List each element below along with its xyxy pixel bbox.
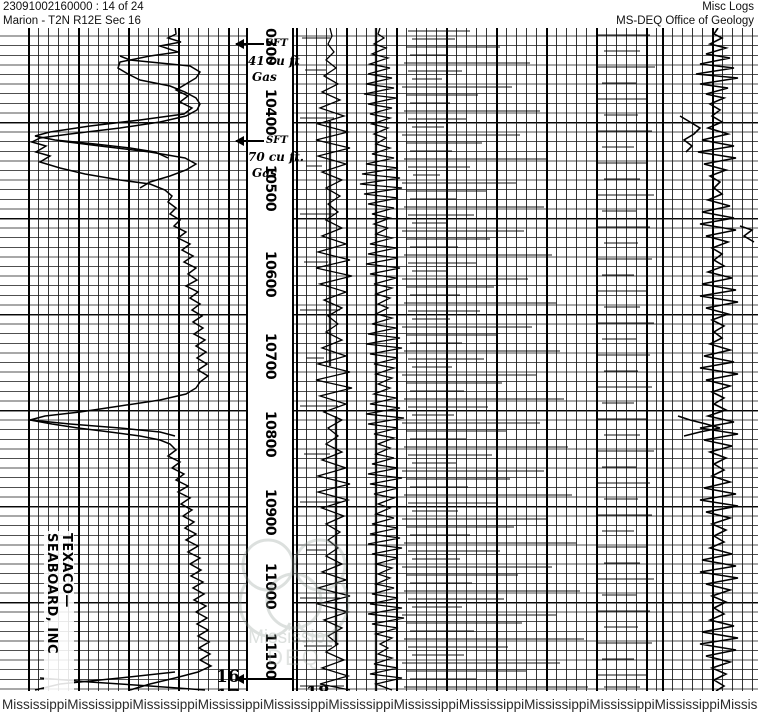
watermark-word: Mississippi: [67, 697, 133, 712]
annotation-gas-volume-1: 41 cu ft: [248, 54, 300, 68]
annotation-marker-sft-1: SFT: [266, 38, 288, 49]
track2-vgrid-fine: [296, 26, 660, 691]
watermark-word: Mississippi: [393, 697, 459, 712]
watermark-text-strip: Mississippi Mississippi Mississippi Miss…: [0, 694, 758, 715]
annotation-gas-volume-2: 70 cu ft.: [248, 150, 304, 164]
annotation-arrow-2: [235, 136, 264, 146]
bottom-number-16: 16: [216, 667, 240, 687]
depth-label: 10600: [262, 250, 278, 298]
depth-label: 10400: [262, 88, 278, 136]
depth-label: 11100: [262, 632, 278, 680]
watermark-word: Mississippi: [524, 697, 590, 712]
annotation-marker-sft-2: SFT: [266, 135, 288, 146]
annotation-arrow-1: [235, 39, 264, 49]
watermark-word: Mississippi: [328, 697, 394, 712]
annotation-gas-label-1: Gas: [252, 70, 277, 84]
bottom-number-17: 17: [216, 686, 240, 691]
watermark-word: Mississippi: [458, 697, 525, 712]
log-track-resistivity: [296, 26, 660, 691]
depth-label: 10800: [262, 410, 278, 458]
watermark-word: Mississippi: [719, 697, 758, 712]
watermark-word: Mississippi: [197, 697, 264, 712]
watermark-word: Mississippi: [2, 697, 68, 712]
depth-label: 10900: [262, 488, 278, 536]
depth-column: 10300 10400 10500 10600 10700 10800 1090…: [246, 26, 294, 691]
header-location: Marion - T2N R12E Sec 16: [3, 15, 141, 27]
log-track-conductivity: [662, 26, 758, 691]
well-log-sheet: 10300 10400 10500 10600 10700 10800 1090…: [0, 26, 758, 691]
track2-vgrid-heavy: [296, 26, 660, 691]
annotation-gas-label-2: Gas: [252, 166, 277, 180]
bottom-number-18: 18: [306, 683, 330, 691]
company-name: TEXACO—SEABOARD, INC: [44, 531, 74, 691]
watermark-word: Mississippi: [263, 697, 329, 712]
header-agency: MS-DEQ Office of Geology: [616, 15, 754, 27]
track3-vgrid-heavy: [662, 26, 758, 691]
watermark-word: Mississippi: [654, 697, 720, 712]
depth-label: 11000: [262, 562, 278, 610]
header-document-id: 23091002160000 : 14 of 24: [3, 1, 144, 13]
depth-label: 10700: [262, 332, 278, 380]
track3-vgrid-fine: [662, 26, 758, 691]
watermark-word: Mississippi: [132, 697, 198, 712]
document-header: 23091002160000 : 14 of 24 Marion - T2N R…: [0, 0, 758, 28]
watermark-word: Mississippi: [589, 697, 655, 712]
bottom-arrow-16: [235, 674, 294, 684]
header-category: Misc Logs: [702, 1, 754, 13]
